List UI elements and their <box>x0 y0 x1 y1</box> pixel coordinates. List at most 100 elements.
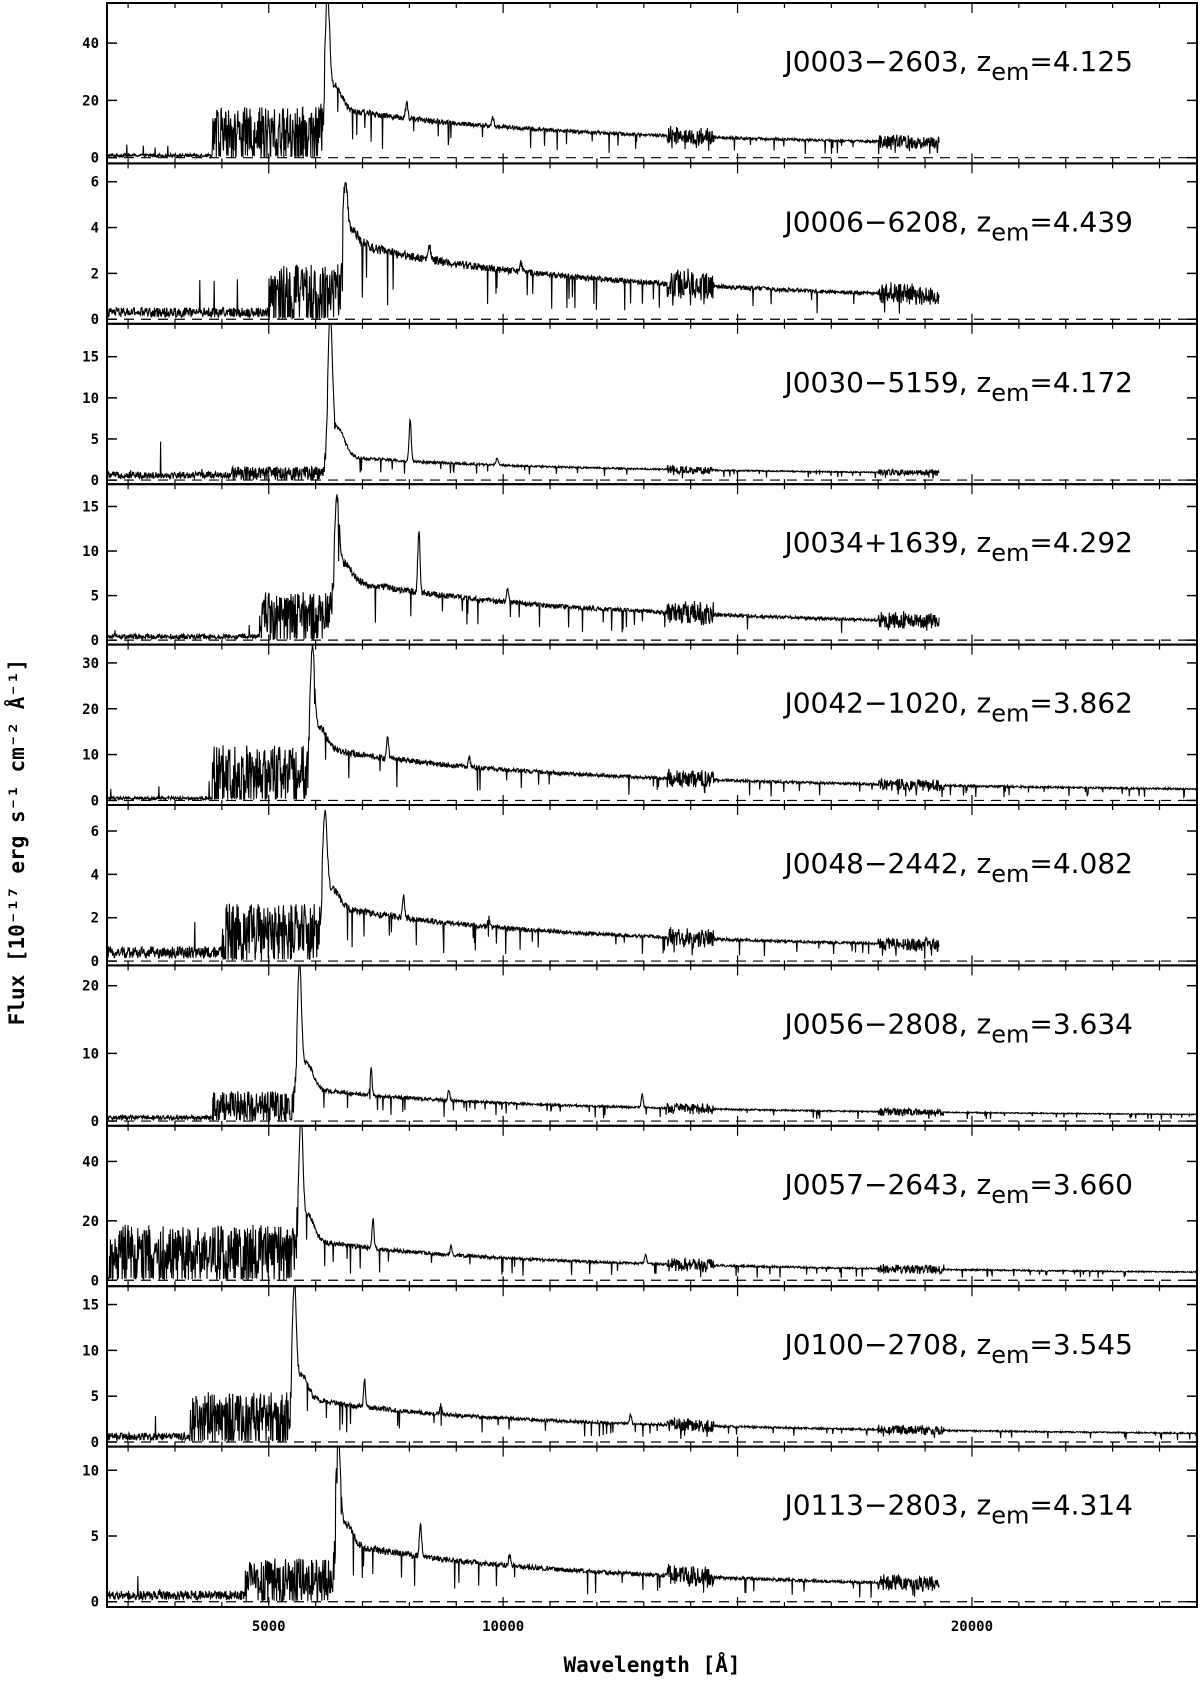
y-axis-title: Flux [10⁻¹⁷ erg s⁻¹ cm⁻² Å⁻¹] <box>4 659 29 1026</box>
quasar-name: J0006−6208, z <box>782 205 991 238</box>
quasar-label: J0113−2803, zem=4.314 <box>782 1489 1133 1530</box>
redshift-value: =4.125 <box>1029 45 1133 78</box>
x-tick-label: 10000 <box>482 1619 524 1635</box>
spectrum-line <box>107 494 940 641</box>
spectrum-line <box>107 1446 940 1603</box>
y-tick-label: 0 <box>91 1595 99 1611</box>
y-tick-label: 30 <box>82 656 99 672</box>
redshift-subscript: em <box>991 1341 1029 1369</box>
spectrum-line <box>107 181 940 321</box>
redshift-value: =4.172 <box>1029 366 1133 399</box>
y-tick-label: 0 <box>91 954 99 970</box>
y-tick-label: 6 <box>91 824 99 840</box>
redshift-subscript: em <box>991 860 1029 888</box>
spectrum-panel: 0 2 4 6 J0006−6208, zem=4.439 <box>91 162 1198 328</box>
quasar-label: J0100−2708, zem=3.545 <box>782 1328 1133 1369</box>
spectrum-panel: 0 10 20 30 J0042−1020, zem=3.862 <box>82 643 1198 809</box>
panel-frame <box>106 1445 1198 1608</box>
y-tick-label: 15 <box>82 1298 99 1314</box>
y-tick-label: 5 <box>91 589 99 605</box>
spectrum-panel: 0 20 40 J0003−2603, zem=4.125 <box>82 2 1198 167</box>
y-tick-label: 40 <box>82 36 99 52</box>
quasar-name: J0048−2442, z <box>782 847 991 880</box>
y-tick-label: 10 <box>82 1463 99 1479</box>
x-axis: 5000 10000 20000 <box>252 1619 993 1635</box>
redshift-value: =3.545 <box>1029 1328 1133 1361</box>
redshift-subscript: em <box>991 379 1029 407</box>
redshift-subscript: em <box>991 1502 1029 1530</box>
panel-frame <box>106 322 1198 486</box>
y-tick-label: 2 <box>91 266 99 282</box>
y-tick-label: 10 <box>82 391 99 407</box>
redshift-value: =4.439 <box>1029 205 1133 238</box>
quasar-label: J0057−2643, zem=3.660 <box>782 1168 1133 1209</box>
quasar-name: J0034+1639, z <box>782 526 991 559</box>
redshift-value: =4.292 <box>1029 526 1133 559</box>
redshift-subscript: em <box>991 58 1029 86</box>
y-tick-label: 15 <box>82 350 99 366</box>
redshift-subscript: em <box>991 218 1029 246</box>
spectrum-line <box>107 809 940 961</box>
spectrum-line <box>107 3 940 160</box>
y-tick-label: 6 <box>91 175 99 191</box>
redshift-value: =3.660 <box>1029 1168 1133 1201</box>
quasar-label: J0034+1639, zem=4.292 <box>782 526 1133 567</box>
quasar-label: J0003−2603, zem=4.125 <box>782 45 1133 86</box>
y-tick-label: 0 <box>91 473 99 489</box>
y-tick-label: 10 <box>82 544 99 560</box>
y-tick-label: 5 <box>91 1389 99 1405</box>
y-tick-label: 0 <box>91 633 99 649</box>
redshift-subscript: em <box>991 1181 1029 1209</box>
spectrum-line <box>107 323 940 482</box>
spectrum-line <box>107 1286 1197 1444</box>
y-tick-label: 0 <box>91 1273 99 1289</box>
quasar-label: J0056−2808, zem=3.634 <box>782 1007 1133 1048</box>
y-tick-label: 20 <box>82 93 99 109</box>
redshift-subscript: em <box>991 700 1029 728</box>
redshift-value: =3.862 <box>1029 687 1133 720</box>
spectrum-panel: 0 10 20 J0056−2808, zem=3.634 <box>82 964 1198 1130</box>
spectrum-line <box>107 1125 1197 1282</box>
quasar-label: J0030−5159, zem=4.172 <box>782 366 1133 407</box>
spectrum-panel: 0 5 10 15 J0100−2708, zem=3.545 <box>82 1285 1198 1451</box>
y-tick-label: 4 <box>91 867 99 883</box>
y-tick-label: 0 <box>91 151 99 167</box>
quasar-name: J0100−2708, z <box>782 1328 991 1361</box>
y-tick-label: 10 <box>82 1046 99 1062</box>
panel-frame <box>106 804 1198 967</box>
y-tick-label: 20 <box>82 979 99 995</box>
spectrum-line <box>107 965 1197 1123</box>
y-tick-label: 20 <box>82 1214 99 1230</box>
quasar-label: J0006−6208, zem=4.439 <box>782 205 1133 246</box>
spectrum-panel: 0 5 10 15 J0030−5159, zem=4.172 <box>82 322 1198 489</box>
spectrum-line <box>107 644 1197 802</box>
y-tick-label: 0 <box>91 312 99 328</box>
spectrum-panel: 0 5 10 J0113−2803, zem=4.314 <box>82 1445 1198 1611</box>
quasar-name: J0113−2803, z <box>782 1489 991 1522</box>
y-tick-label: 40 <box>82 1154 99 1170</box>
quasar-label: J0048−2442, zem=4.082 <box>782 847 1133 888</box>
y-tick-label: 0 <box>91 793 99 809</box>
redshift-value: =3.634 <box>1029 1007 1133 1040</box>
redshift-subscript: em <box>991 539 1029 567</box>
redshift-subscript: em <box>991 1020 1029 1048</box>
x-tick-label: 20000 <box>951 1619 993 1635</box>
quasar-label: J0042−1020, zem=3.862 <box>782 687 1133 728</box>
y-tick-label: 0 <box>91 1435 99 1451</box>
spectrum-panel: 0 2 4 6 J0048−2442, zem=4.082 <box>91 804 1198 970</box>
quasar-name: J0056−2808, z <box>782 1007 991 1040</box>
quasar-name: J0057−2643, z <box>782 1168 991 1201</box>
quasar-name: J0030−5159, z <box>782 366 991 399</box>
y-tick-label: 5 <box>91 432 99 448</box>
y-tick-label: 5 <box>91 1529 99 1545</box>
y-tick-label: 4 <box>91 221 99 237</box>
y-tick-label: 10 <box>82 1343 99 1359</box>
quasar-name: J0003−2603, z <box>782 45 991 78</box>
quasar-name: J0042−1020, z <box>782 687 991 720</box>
spectrum-panel: 0 20 40 J0057−2643, zem=3.660 <box>82 1124 1198 1289</box>
y-tick-label: 2 <box>91 911 99 927</box>
x-axis-title: Wavelength [Å] <box>563 1652 740 1677</box>
redshift-value: =4.314 <box>1029 1489 1133 1522</box>
